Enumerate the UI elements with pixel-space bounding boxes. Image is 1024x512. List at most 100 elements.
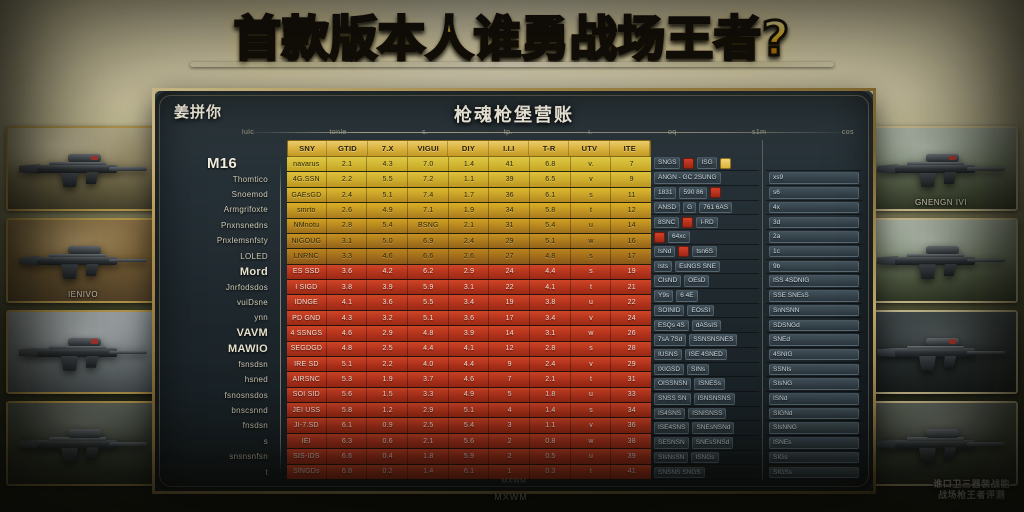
- note-chip[interactable]: [654, 231, 665, 243]
- note-chip[interactable]: OEsD: [684, 275, 710, 287]
- table-row[interactable]: IDNGE 4.1 3.6 5.5 3.4 19 3.8 u 22: [287, 295, 651, 311]
- table-row[interactable]: JI-7.SD 6.1 0.9 2.5 5.4 3 1.1 v 36: [287, 418, 651, 434]
- note-chip[interactable]: IUSNS: [654, 348, 682, 361]
- note-chip[interactable]: 8SNC: [654, 216, 680, 229]
- header-badge[interactable]: SNGS: [654, 157, 681, 169]
- note-chip[interactable]: tsn6S: [692, 246, 717, 258]
- note-chip-secondary[interactable]: 1c: [769, 246, 859, 258]
- note-chip-secondary[interactable]: SNEd: [769, 334, 859, 346]
- note-chip-secondary[interactable]: xs9: [769, 172, 859, 184]
- note-chip[interactable]: 64xc: [668, 231, 690, 243]
- note-chip[interactable]: Ists: [654, 260, 673, 273]
- header-badge[interactable]: [683, 157, 695, 169]
- note-chip-secondary[interactable]: SIsNNG: [769, 422, 859, 434]
- table-row[interactable]: NMnotu 2.8 5.4 BSNG 2.1 31 5.4 u 14: [287, 218, 651, 234]
- note-chip-secondary[interactable]: SnNSNN: [769, 304, 859, 317]
- note-chip[interactable]: SNEsNSNd: [692, 422, 735, 434]
- note-chip-secondary[interactable]: ISNEs: [769, 437, 859, 449]
- note-chip[interactable]: G: [683, 201, 697, 214]
- table-row[interactable]: ES SSD 3.6 4.2 6.2 2.9 24 4.4 s 19: [287, 264, 651, 281]
- note-chip[interactable]: ISNGs: [691, 451, 719, 464]
- note-chip[interactable]: 6 4E: [676, 290, 698, 302]
- note-chip-secondary[interactable]: 9b: [769, 260, 859, 273]
- note-chip-secondary[interactable]: SSNIs: [769, 363, 859, 376]
- note-chip-secondary[interactable]: SIsNG: [769, 378, 859, 390]
- note-chip-secondary[interactable]: ISS 4SDNIG: [769, 275, 859, 287]
- note-chip[interactable]: [678, 246, 690, 258]
- note-chip[interactable]: SNSS SN: [654, 393, 691, 405]
- note-chip-secondary[interactable]: SIGSs: [769, 466, 859, 479]
- note-chip[interactable]: SIsNsSN: [654, 451, 689, 464]
- note-chip[interactable]: 590 86: [679, 187, 708, 199]
- note-chip[interactable]: 7sA 7Sd: [654, 334, 687, 346]
- note-chip[interactable]: 761 6AS: [699, 201, 733, 214]
- note-chip-secondary[interactable]: SIGNd: [769, 407, 859, 420]
- note-chip-secondary[interactable]: 2a: [769, 231, 859, 243]
- note-chip[interactable]: SOINID: [654, 304, 685, 317]
- note-chip[interactable]: I-RD: [696, 216, 718, 229]
- table-row[interactable]: SINGDs 6.8 0.2 1.4 6.1 1 0.3 t 41: [287, 464, 651, 480]
- note-chip[interactable]: EOsSI: [687, 304, 715, 317]
- table-row[interactable]: IRE SD 5.1 2.2 4.0 4.4 9 2.4 v 29: [287, 356, 651, 373]
- note-chip[interactable]: ANSD: [654, 201, 681, 214]
- table-row[interactable]: SEGDGD 4.8 2.5 4.4 4.1 12 2.8 s 28: [287, 341, 651, 357]
- note-chip-secondary[interactable]: ISNd: [769, 393, 859, 405]
- note-chip[interactable]: ANGN - GC 2SUNG: [654, 172, 721, 184]
- note-chip[interactable]: SSNSNSNES: [689, 334, 738, 346]
- note-chip[interactable]: CIsND: [654, 275, 682, 287]
- note-chip[interactable]: ISE 4SNED: [684, 348, 727, 361]
- table-row[interactable]: navarus 2.1 4.3 7.0 1.4 41 6.8 v. 7: [287, 157, 651, 173]
- note-chip-secondary[interactable]: s6: [769, 187, 859, 199]
- note-chip[interactable]: 1831: [654, 187, 677, 199]
- note-chip[interactable]: IS4SNS: [654, 407, 686, 420]
- note-chip[interactable]: [710, 187, 722, 199]
- header-badge[interactable]: ISG: [697, 157, 717, 169]
- notes-row-secondary: ISNEs: [766, 436, 862, 451]
- table-row[interactable]: smrto 2.6 4.9 7.1 1.9 34 5.8 t 12: [287, 203, 651, 219]
- thumb-m16-optic[interactable]: [6, 126, 160, 211]
- thumb-carbine[interactable]: IENIVO: [6, 217, 160, 303]
- note-chip[interactable]: SESNSN: [654, 437, 689, 449]
- table-row[interactable]: LNRNC 3.3 4.6 6.6 2.6 27 4.8 s 17: [287, 249, 651, 265]
- note-chip-secondary[interactable]: 4x: [769, 201, 859, 214]
- note-chip[interactable]: SNSNS SNGS: [654, 466, 705, 479]
- table-row[interactable]: JEI USS 5.8 1.2 2.9 5.1 4 1.4 s 34: [287, 403, 651, 419]
- note-chip[interactable]: EsNGS SNE: [675, 260, 720, 273]
- note-chip[interactable]: Y9s: [654, 290, 674, 302]
- note-chip[interactable]: ISNISNSS: [688, 407, 727, 420]
- thumb-field-rifle[interactable]: GNENGN IVI: [864, 126, 1018, 211]
- note-chip[interactable]: ISNSNSNS: [693, 393, 735, 405]
- note-chip[interactable]: IXIGSD: [654, 363, 685, 376]
- note-chip[interactable]: [682, 216, 694, 228]
- table-row[interactable]: IEI 6.3 0.6 2.1 5.6 2 0.8 w 38: [287, 433, 651, 450]
- table-row[interactable]: I SIGD 3.8 3.9 5.9 3.1 22 4.1 t 21: [287, 280, 651, 296]
- note-chip[interactable]: OISSNSN: [654, 378, 692, 390]
- table-row[interactable]: AIRSNC 5.3 1.9 3.7 4.6 7 2.1 t 31: [287, 372, 651, 388]
- thumb-bush-rifle[interactable]: [864, 217, 1018, 303]
- note-chip[interactable]: dASsIS: [691, 319, 722, 331]
- thumb-dmr[interactable]: [864, 401, 1018, 486]
- table-row[interactable]: NIGOUG 3.1 5.0 6.9 2.4 29 5.1 w 16: [287, 233, 651, 250]
- note-chip[interactable]: SNEsSNSd: [691, 437, 734, 449]
- table-row[interactable]: 4 SSNGS 4.6 2.9 4.8 3.9 14 3.1 w 26: [287, 326, 651, 342]
- table-row[interactable]: GAEsGD 2.4 5.1 7.4 1.7 36 6.1 s 11: [287, 187, 651, 204]
- thumb-scoped[interactable]: [864, 309, 1018, 395]
- thumb-rifle-grey[interactable]: [6, 309, 160, 395]
- table-row[interactable]: 4G.SSN 2.2 5.5 7.2 1.1 39 6.5 v 9: [287, 172, 651, 188]
- note-chip-secondary[interactable]: SDSNGd: [769, 319, 859, 331]
- note-chip-secondary[interactable]: SSE SNEsS: [769, 290, 859, 302]
- note-chip-secondary[interactable]: SIGs: [769, 451, 859, 464]
- header-badge-gold[interactable]: [719, 157, 731, 169]
- table-row[interactable]: PD GND 4.3 3.2 5.1 3.6 17 3.4 v 24: [287, 310, 651, 327]
- table-row[interactable]: SIS-IDS 6.6 0.4 1.8 5.9 2 0.5 u 39: [287, 449, 651, 465]
- table-row[interactable]: SOI SID 5.6 1.5 3.3 4.9 5 1.8 u 33: [287, 387, 651, 404]
- note-chip[interactable]: ISE4SNS: [654, 422, 690, 434]
- thumb-rifle-dark[interactable]: [6, 401, 160, 486]
- note-chip-secondary[interactable]: 4SNIG: [769, 348, 859, 361]
- note-chip[interactable]: SINs: [687, 363, 710, 376]
- note-chip[interactable]: ISNESs: [694, 378, 726, 390]
- notes-row-secondary: SIGs: [766, 451, 862, 466]
- note-chip-secondary[interactable]: 3d: [769, 216, 859, 229]
- note-chip[interactable]: IsNd: [654, 246, 676, 258]
- note-chip[interactable]: ESQs 4S: [654, 319, 689, 331]
